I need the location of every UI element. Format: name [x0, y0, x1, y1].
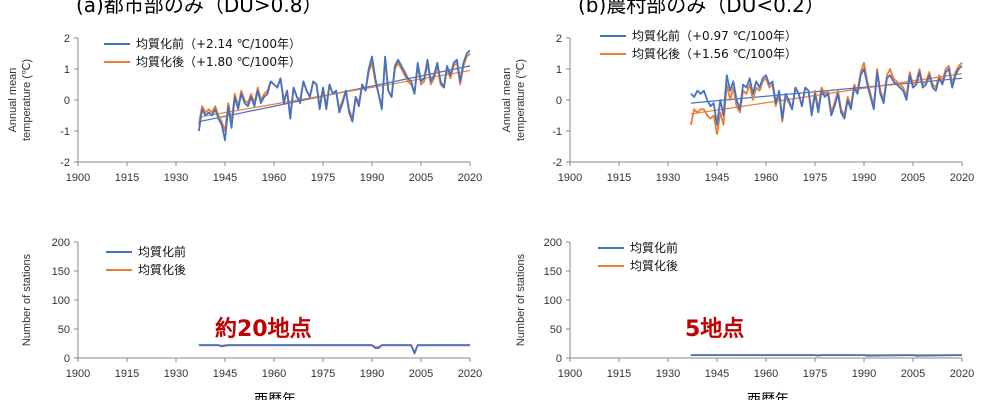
- panel-b-title: (b)農村部のみ（DU<0.2）: [578, 0, 825, 17]
- x-tick-label: 1915: [607, 172, 631, 184]
- x-tick-label: 1990: [360, 368, 384, 380]
- x-tick-label: 1900: [66, 172, 90, 184]
- y-tick-label: 50: [58, 324, 70, 336]
- y-tick-label: -2: [60, 157, 70, 169]
- y-axis-label-line: Annual mean: [7, 68, 19, 133]
- y-axis-label: Number of stations: [21, 253, 33, 346]
- y-tick-label: 0: [556, 95, 562, 107]
- x-tick-label: 1945: [213, 368, 237, 380]
- y-tick-label: 1: [556, 64, 562, 76]
- y-tick-label: 100: [52, 295, 70, 307]
- legend-label-after: 均質化後（+1.80 ℃/100年）: [136, 54, 301, 69]
- legend-label-after: 均質化後（+1.56 ℃/100年）: [632, 46, 797, 61]
- series-line-before: [198, 344, 470, 355]
- x-tick-label: 1900: [558, 368, 582, 380]
- series-line-before: [198, 49, 471, 142]
- panel-c-annotation: 約20地点: [215, 316, 312, 342]
- x-tick-label: 2020: [950, 172, 974, 184]
- x-tick-label: 2020: [458, 368, 482, 380]
- chart-d-plot: 0 50 100 150 200 1900 1915 1930 1945 1960 1975 1990…: [515, 237, 974, 380]
- x-tick-label: 1930: [656, 172, 680, 184]
- y-tick-label: -1: [60, 126, 70, 138]
- x-tick-label: 1915: [115, 368, 139, 380]
- y-tick-label: 150: [544, 266, 562, 278]
- y-tick-label: 100: [544, 295, 562, 307]
- y-tick-label: 0: [556, 353, 562, 365]
- legend-label-before: 均質化前: [138, 244, 186, 259]
- x-tick-label: 1975: [803, 172, 827, 184]
- x-tick-label: 1990: [360, 172, 384, 184]
- y-axis-label-line: Annual mean: [501, 68, 513, 133]
- series-line-before: [690, 354, 963, 357]
- legend-label-before: 均質化前（+0.97 ℃/100年）: [632, 28, 797, 43]
- x-tick-label: 1960: [262, 172, 286, 184]
- x-tick-label: 2005: [409, 172, 433, 184]
- y-axis-label-line: temperature (℃): [21, 59, 33, 141]
- panel-c-stations: 約20地点 西暦年: [215, 316, 312, 400]
- y-tick-label: 1: [64, 64, 70, 76]
- y-tick-label: 200: [544, 237, 562, 249]
- y-axis-label-line: temperature (℃): [515, 59, 527, 141]
- y-tick-label: 2: [64, 33, 70, 45]
- x-tick-label: 2020: [458, 172, 482, 184]
- y-tick-label: -1: [552, 126, 562, 138]
- x-tick-label: 1945: [705, 172, 729, 184]
- x-tick-label: 1975: [311, 368, 335, 380]
- chart-c-plot: 0 50 100 150 200 1900 1915 1930 1945 1960 1975 1990…: [21, 237, 482, 380]
- y-tick-label: -2: [552, 157, 562, 169]
- y-tick-label: 2: [556, 33, 562, 45]
- y-axis-label: Number of stations: [515, 253, 527, 346]
- y-axis-label: Annual mean temperature (℃): [501, 59, 527, 141]
- x-tick-label: 1915: [115, 172, 139, 184]
- x-tick-label: 2005: [901, 368, 925, 380]
- legend-label-before: 均質化前: [630, 240, 678, 255]
- x-tick-label: 1945: [213, 172, 237, 184]
- x-tick-label: 1900: [66, 368, 90, 380]
- panel-d-annotation: 5地点: [685, 316, 744, 342]
- panel-d-stations: 5地点 西暦年: [685, 316, 789, 400]
- legend-label-after: 均質化後: [630, 258, 678, 273]
- y-tick-label: 0: [64, 95, 70, 107]
- chart-b-plot: -2 -1 0 1 2 1900 1915 1930 1945 1960 1975 1990 2005 2…: [501, 28, 974, 184]
- chart-a-plot: -2 -1 0 1 2 1900 1915 1930 1945 1960 1975 1990 2005 2…: [7, 33, 482, 184]
- panel-a-title: (a)都市部のみ（DU>0.8）: [76, 0, 322, 17]
- x-tick-label: 1960: [262, 368, 286, 380]
- x-tick-label: 1960: [754, 172, 778, 184]
- series-line-before: [690, 65, 963, 126]
- x-tick-label: 1975: [803, 368, 827, 380]
- y-tick-label: 150: [52, 266, 70, 278]
- legend-label-after: 均質化後: [138, 262, 186, 277]
- x-tick-label: 1975: [311, 172, 335, 184]
- panel-a-temperature: (a)都市部のみ（DU>0.8）: [76, 0, 322, 17]
- x-tick-label: 2005: [901, 172, 925, 184]
- panel-c-xlabel: 西暦年: [254, 392, 296, 400]
- x-tick-label: 1915: [607, 368, 631, 380]
- x-tick-label: 1930: [656, 368, 680, 380]
- x-tick-label: 1960: [754, 368, 778, 380]
- x-tick-label: 1930: [164, 172, 188, 184]
- x-tick-label: 1900: [558, 172, 582, 184]
- y-tick-label: 200: [52, 237, 70, 249]
- panel-b-temperature: (b)農村部のみ（DU<0.2）: [578, 0, 825, 17]
- x-tick-label: 1990: [852, 368, 876, 380]
- x-tick-label: 2020: [950, 368, 974, 380]
- y-tick-label: 0: [64, 353, 70, 365]
- y-tick-label: 50: [550, 324, 562, 336]
- y-axis-label: Annual mean temperature (℃): [7, 59, 33, 141]
- panel-d-xlabel: 西暦年: [747, 392, 789, 400]
- series-line-after: [690, 61, 963, 136]
- x-tick-label: 1990: [852, 172, 876, 184]
- legend-label-before: 均質化前（+2.14 ℃/100年）: [136, 36, 301, 51]
- x-tick-label: 2005: [409, 368, 433, 380]
- series-line-after: [198, 344, 470, 354]
- x-tick-label: 1945: [705, 368, 729, 380]
- x-tick-label: 1930: [164, 368, 188, 380]
